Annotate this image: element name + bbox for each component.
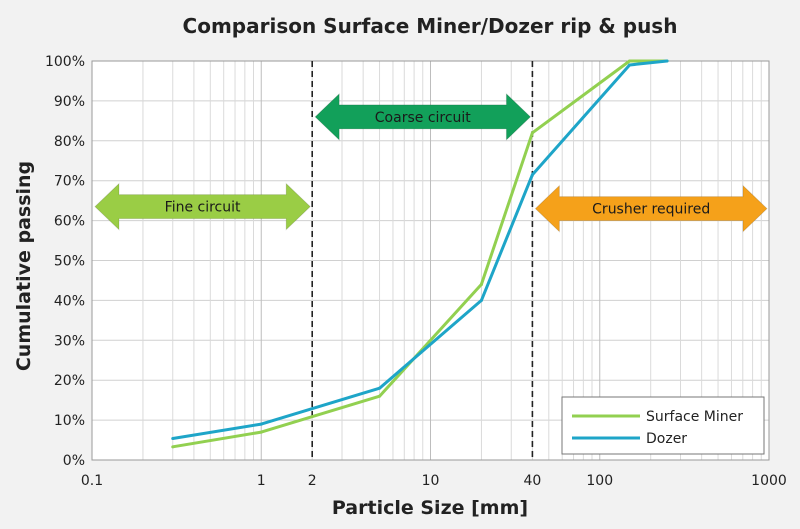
annotation-label-fine-circuit: Fine circuit	[165, 200, 241, 216]
data-point-dozer	[171, 436, 175, 440]
data-point-dozer	[479, 298, 483, 302]
y-tick-label: 30%	[54, 333, 85, 349]
data-point-surface-miner	[479, 282, 483, 286]
x-axis-label: Particle Size [mm]	[332, 497, 528, 519]
reference-lines	[311, 61, 534, 460]
x-tick-label: 2	[308, 473, 317, 489]
x-tick-label: 10	[422, 473, 440, 489]
chart-title: Comparison Surface Miner/Dozer rip & pus…	[183, 14, 678, 38]
x-tick-label: 100	[586, 473, 613, 489]
data-point-surface-miner	[628, 59, 632, 63]
data-point-dozer	[378, 386, 382, 390]
annotation-arrow-crusher-required	[534, 184, 768, 233]
data-point-dozer	[259, 422, 263, 426]
x-tick-label: 40	[523, 473, 541, 489]
legend-label-dozer: Dozer	[646, 431, 687, 447]
y-tick-label: 80%	[54, 134, 85, 150]
x-tick-label: 1	[257, 473, 266, 489]
annotation-arrow-fine-circuit	[94, 182, 311, 231]
y-tick-label: 0%	[63, 453, 85, 469]
y-tick-label: 50%	[54, 254, 85, 270]
x-tick-label: 0.1	[81, 473, 103, 489]
annotation-arrow-coarse-circuit	[314, 92, 532, 142]
y-tick-label: 10%	[54, 413, 85, 429]
legend-box	[561, 396, 765, 455]
y-tick-label: 40%	[54, 293, 85, 309]
y-tick-label: 100%	[45, 54, 85, 70]
annotation-label-coarse-circuit: Coarse circuit	[375, 110, 472, 126]
data-point-surface-miner	[530, 131, 534, 135]
plot-area-border	[91, 60, 770, 461]
y-tick-label: 70%	[54, 174, 85, 190]
x-tick-label: 1000	[751, 473, 787, 489]
y-tick-label: 60%	[54, 214, 85, 230]
annotation-label-crusher-required: Crusher required	[592, 202, 710, 218]
data-point-dozer	[628, 63, 632, 67]
data-point-surface-miner	[378, 394, 382, 398]
y-tick-label: 90%	[54, 94, 85, 110]
x-tick-labels: 0.1 1 2 10 40 100 1000	[81, 473, 787, 489]
y-tick-label: 20%	[54, 373, 85, 389]
series-lines	[171, 59, 669, 449]
data-point-dozer	[665, 59, 669, 63]
legend: Surface Miner Dozer	[561, 396, 765, 455]
y-axis-label: Cumulative passing	[13, 161, 35, 371]
data-point-dozer	[530, 173, 534, 177]
annotation-arrows: Fine circuit Coarse circuit Crusher requir…	[94, 92, 768, 233]
legend-label-surface-miner: Surface Miner	[646, 409, 743, 425]
data-point-surface-miner	[259, 430, 263, 434]
data-point-surface-miner	[171, 445, 175, 449]
y-tick-labels: 0% 10% 20% 30% 40% 50% 60% 70% 80% 90% 100%	[45, 54, 85, 469]
